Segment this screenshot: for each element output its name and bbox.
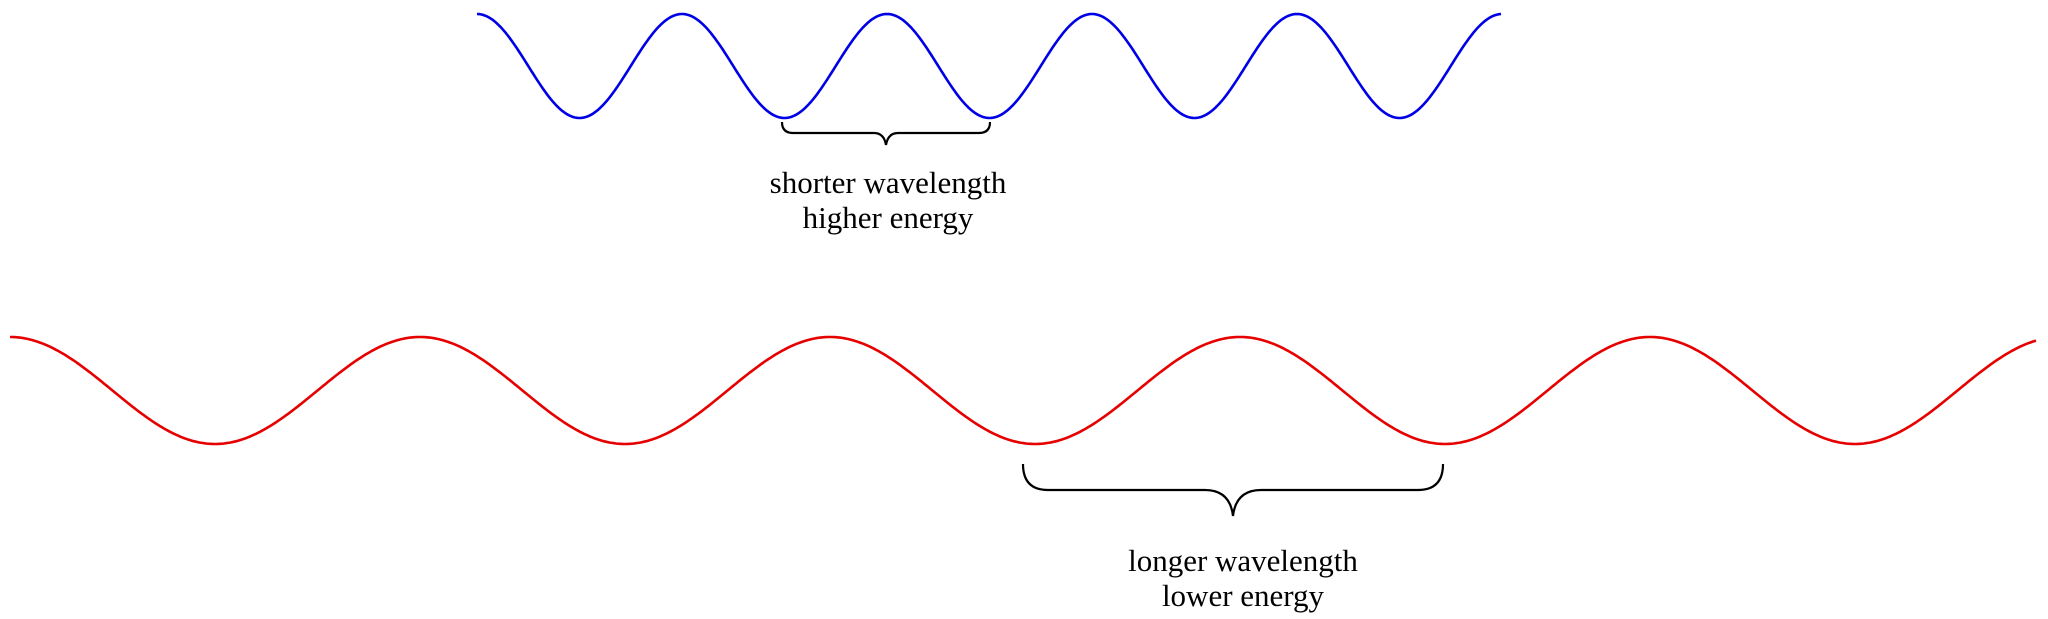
long-label-line2: lower energy <box>1162 578 1325 613</box>
long-label-line1: longer wavelength <box>1128 543 1358 578</box>
short-label-line1: shorter wavelength <box>770 165 1007 200</box>
short-wave <box>476 12 1502 120</box>
short-label-line2: higher energy <box>803 200 974 235</box>
long-wavelength-brace <box>1021 463 1445 517</box>
long-wave <box>10 335 2037 446</box>
short-wavelength-brace <box>780 121 992 146</box>
